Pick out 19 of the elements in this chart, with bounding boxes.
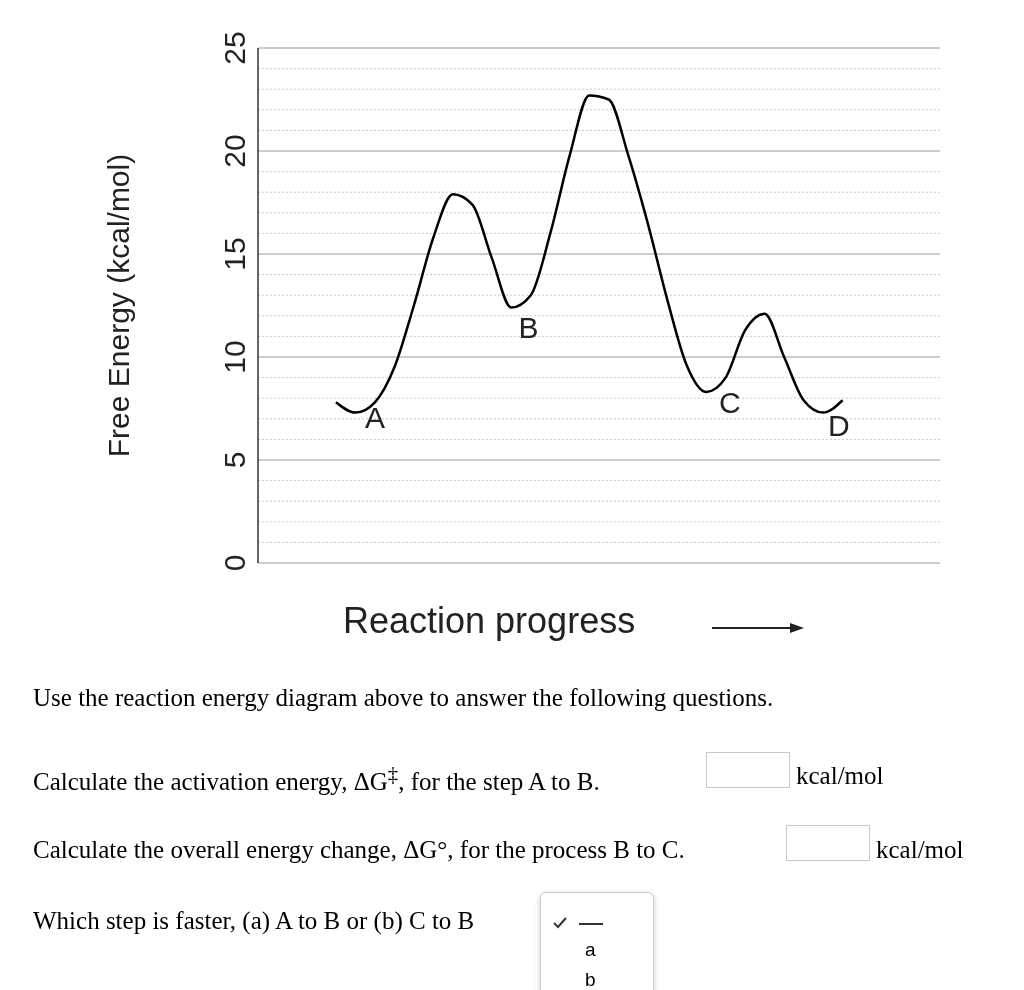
y-tick-label: 0: [217, 554, 251, 572]
annotation: A: [364, 400, 387, 436]
text: kcal/mol: [796, 762, 884, 790]
text: Use the reaction energy diagram above to answer the following questions.: [33, 684, 774, 712]
x-axis-title: Reaction progress: [343, 600, 636, 642]
text: kcal/mol: [876, 836, 964, 864]
annotation: D: [827, 408, 851, 444]
y-tick-label: 25: [217, 31, 251, 65]
y-tick-label: 15: [217, 237, 251, 271]
y-axis-title: Free Energy (kcal/mol): [101, 153, 135, 458]
text: Calculate the activation energy, ΔG$^{‡}$, for the step A to B.: [33, 762, 600, 797]
y-tick-label: 5: [217, 451, 251, 469]
text: Calculate the overall energy change, ΔG°, for the process B to C.: [33, 836, 685, 864]
annotation: B: [517, 310, 540, 346]
text: Which step is faster, (a) A to B or (b) C to B: [33, 907, 475, 935]
y-tick-label: 10: [217, 340, 251, 374]
dropdown-menu: a b: [540, 892, 654, 990]
y-tick-label: 20: [217, 134, 251, 168]
annotation: C: [717, 385, 742, 421]
